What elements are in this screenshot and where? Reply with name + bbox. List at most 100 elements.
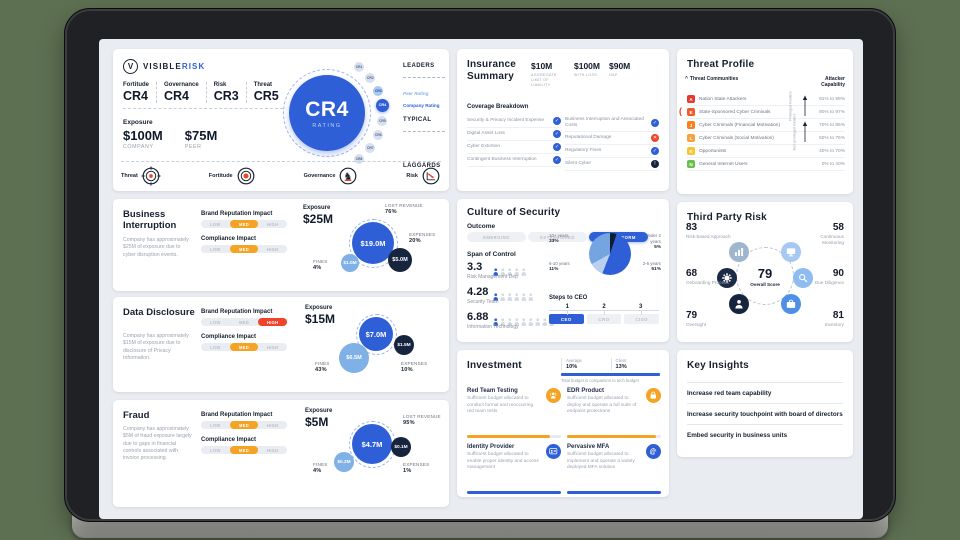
person-icon — [729, 294, 749, 314]
rating-metric-fortitude: Fortitude CR4 — [123, 82, 157, 103]
exposure-bubble: $4.7M — [352, 424, 392, 464]
impact-option-low[interactable]: LOW — [210, 447, 221, 453]
band-divider — [403, 77, 445, 78]
chevron-up-icon: ^ — [685, 76, 688, 82]
outcome-option-established[interactable]: ESTABLISHED — [528, 232, 587, 242]
gauge-level-cr4: CR4 — [375, 98, 389, 112]
tpr-value: 79 — [686, 310, 698, 321]
investment-title: Red Team Testing — [467, 388, 518, 394]
legend-value: 13% — [615, 364, 627, 370]
insurance-summary-panel: Insurance Summary $10M AGGREGATE LIMIT OF… — [457, 49, 669, 191]
exposure-value: $15M — [305, 312, 336, 326]
outcome-option-emerging[interactable]: EMERGING — [467, 232, 526, 242]
impact-option-high[interactable]: HIGH — [266, 344, 279, 350]
impact-option-low[interactable]: LOW — [210, 319, 221, 325]
exposure-value: $100M — [123, 128, 163, 143]
check-icon: ✓ — [553, 143, 561, 151]
impact-option-low[interactable]: LOW — [210, 344, 221, 350]
bubble-callout: FINES 4% — [313, 462, 328, 475]
legend-label: Client — [615, 358, 627, 363]
person-icon — [514, 288, 520, 301]
span-of-control-row: 3.3 Risk Management Dep — [467, 261, 587, 280]
impact-option-high[interactable]: HIGH — [266, 246, 279, 252]
tpr-stat-tl: 83 Risk-based Approach — [686, 222, 732, 240]
rating-metric-governance: Governance CR4 — [164, 82, 207, 103]
person-icon — [521, 263, 527, 276]
person-icon — [521, 288, 527, 301]
investment-item: EDR Product Sufficient budget allocated t… — [567, 388, 661, 438]
budget-progress — [567, 491, 661, 494]
tpr-label: Onboarding Process — [686, 280, 729, 285]
threat-code-badge: L — [687, 134, 695, 142]
exposure-stat: Exposure $5M — [305, 408, 332, 429]
impact-scale: LOW MED HIGH — [201, 318, 288, 326]
investment-item: Red Team Testing Sufficient budget alloca… — [467, 388, 561, 438]
stat-label: WITH LOSS — [574, 73, 597, 77]
investment-description: Sufficient budget allocated to implement… — [567, 452, 635, 471]
person-icon — [507, 313, 513, 326]
bubble-ring — [348, 218, 398, 268]
stat-label: AGGREGATE LIMIT OF LIABILITY — [531, 73, 557, 87]
impact-option-med[interactable]: MED — [239, 319, 249, 325]
coverage-item: Silent Cyber! — [565, 158, 659, 171]
exposure-value: $5M — [305, 415, 329, 429]
threat-name: Opportunists — [699, 148, 727, 154]
person-icon — [500, 263, 506, 276]
tpr-stat-br: 81 Inventory — [798, 310, 844, 328]
pie-chart — [589, 233, 631, 275]
span-caption: Security Team — [467, 299, 499, 305]
span-value: 3.3 — [467, 261, 483, 273]
impact-option-med[interactable]: MED — [229, 220, 259, 228]
tpr-value: 68 — [686, 268, 698, 279]
legend-cell-average: Average 10% — [561, 358, 611, 370]
step-number: 3 — [639, 304, 643, 310]
culture-of-security-panel: Culture of Security Outcome EMERGING ESTA… — [457, 199, 669, 342]
business-interruption-panel: Business Interruption Company has approxi… — [113, 199, 449, 291]
step-box-ceo: CEO — [549, 314, 584, 324]
tpr-label: Inventory — [824, 322, 844, 327]
capability-range: 91% to 99% — [819, 96, 845, 102]
threat-code-badge: N — [687, 160, 695, 168]
domain-risk: Risk — [406, 166, 441, 186]
impact-option-med[interactable]: MED — [229, 343, 259, 351]
impact-option-high[interactable]: HIGH — [266, 422, 279, 428]
impact-option-low[interactable]: LOW — [210, 422, 221, 428]
coverage-breakdown-title: Coverage Breakdown — [467, 104, 529, 110]
tpr-label: Risk-based Approach — [686, 234, 731, 239]
tpr-stat-bl: 79 Oversight — [686, 310, 732, 328]
metric-value: CR4 — [123, 89, 149, 103]
knight-icon: ♞ — [338, 166, 358, 186]
impact-option-high[interactable]: HIGH — [266, 447, 279, 453]
impact-ratings: Brand Reputation Impact LOW MED HIGH Complia… — [201, 309, 293, 359]
pie-callout: 6-10 years 11% — [549, 261, 570, 272]
gauge-level-cr3: CR3 — [373, 85, 384, 96]
chart-icon — [729, 242, 749, 262]
exposure-bubble: $7.0M — [359, 317, 393, 351]
impact-option-med[interactable]: MED — [229, 421, 259, 429]
band-divider — [403, 131, 445, 132]
coverage-item: Regulatory Fines ✓ — [565, 145, 659, 158]
company-marker: ( — [679, 106, 682, 116]
metric-value: CR3 — [213, 89, 239, 103]
impact-option-high[interactable]: HIGH — [266, 221, 279, 227]
gauge-level-cr8: CR8 — [354, 153, 365, 164]
exposure-value: $25M — [303, 212, 334, 226]
insurance-stat: $10M AGGREGATE LIMIT OF LIABILITY — [531, 61, 565, 88]
steps-connector — [549, 310, 659, 315]
impact-option-low[interactable]: LOW — [210, 246, 221, 252]
budget-progress — [567, 435, 661, 438]
insight-item: Increase red team capability — [687, 382, 843, 403]
coverage-label: Cyber Extortion — [467, 144, 501, 149]
check-icon: ✓ — [651, 118, 659, 127]
impact-option-med[interactable]: MED — [229, 446, 259, 454]
investment-item: Identity Provider Sufficient budget alloc… — [467, 444, 561, 494]
person-icon — [521, 313, 527, 326]
capability-range: 40% to 70% — [819, 148, 845, 154]
impact-option-high[interactable]: HIGH — [258, 318, 288, 326]
insight-item: Increase security touchpoint with board … — [687, 403, 843, 424]
rating-dotted-ring — [283, 69, 371, 157]
exposure-block: Exposure $100M COMPANY $75M PEER — [123, 119, 217, 150]
impact-option-med[interactable]: MED — [229, 245, 259, 253]
impact-option-low[interactable]: LOW — [210, 221, 221, 227]
threat-row: N General Internet Users 0% to 40% — [687, 158, 845, 171]
